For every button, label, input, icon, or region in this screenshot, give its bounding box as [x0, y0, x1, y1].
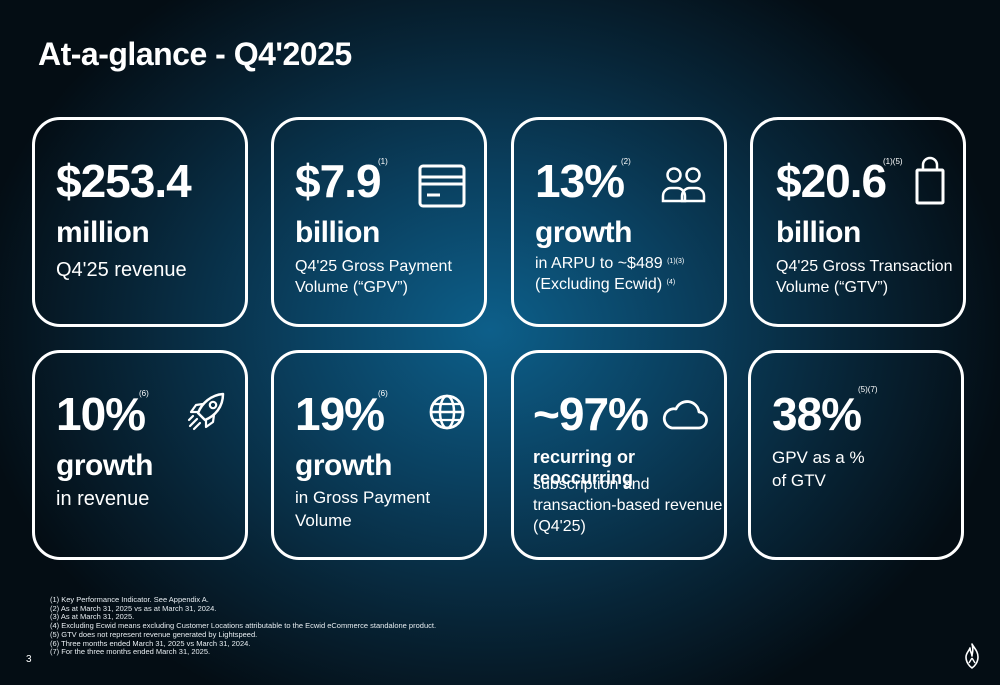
card-footnote-ref: (1) — [378, 157, 388, 166]
card-desc-line2: Volume (“GTV”) — [776, 279, 889, 296]
card-value: ~97% — [533, 388, 649, 440]
footnotes: (1) Key Performance Indicator. See Appen… — [50, 595, 437, 657]
card-unit: billion — [776, 216, 861, 249]
cloud-icon — [660, 395, 708, 431]
card-footnote-ref: (2) — [621, 157, 631, 166]
card-desc-line2: of GTV — [772, 471, 826, 490]
card-gpv: $7.9 (1) billion Q4'25 Gross Payment Vol… — [271, 117, 487, 327]
card-desc-line2: transaction-based revenue — [533, 497, 723, 514]
card-desc: in revenue — [56, 488, 150, 510]
card-desc-line3: (Q4'25) — [533, 518, 586, 535]
card-value: $7.9 — [295, 155, 382, 207]
card-desc-line1: GPV as a % — [772, 448, 865, 467]
card-footnote-ref: (6) — [378, 389, 388, 398]
card-desc-text: in ARPU to ~$489 — [535, 255, 663, 272]
page-number: 3 — [26, 654, 32, 665]
card-unit: billion — [295, 216, 380, 249]
card-arpu: 13% (2) growth in ARPU to ~$489 (1)(3) (… — [511, 117, 727, 327]
card-gtv: $20.6 (1)(5) billion Q4'25 Gross Transac… — [750, 117, 966, 327]
card-desc-line1: Q4'25 Gross Payment — [295, 258, 452, 275]
globe-icon — [428, 393, 466, 431]
users-icon — [660, 166, 706, 204]
card-footnote-ref: (4) — [666, 279, 676, 286]
card-footnote-ref: (5)(7) — [858, 385, 878, 394]
card-value: 13% — [535, 155, 625, 207]
card-unit: growth — [295, 449, 392, 482]
card-desc-text: (Excluding Ecwid) — [535, 276, 663, 293]
card-footnote-ref: (6) — [139, 389, 149, 398]
footnote: (6) Three months ended March 31, 2025 vs… — [50, 638, 251, 648]
card-desc-line1: subscription and — [533, 476, 650, 493]
footnote: (5) GTV does not represent revenue gener… — [50, 629, 258, 639]
card-desc: Q4'25 revenue — [56, 259, 187, 281]
footnote: (7) For the three months ended March 31,… — [50, 647, 211, 657]
card-revenue-growth: 10% (6) growth in revenue — [32, 350, 248, 560]
card-value: $20.6 — [776, 155, 887, 207]
card-desc-line1: Q4'25 Gross Transaction — [776, 258, 953, 275]
card-footnote-ref: (1)(3) — [667, 258, 685, 265]
card-value: 19% — [295, 388, 385, 440]
card-gpv-gtv: 38% (5)(7) GPV as a % of GTV — [748, 350, 964, 560]
footnote: (3) As at March 31, 2025. — [50, 612, 135, 622]
shopping-bag-icon — [914, 156, 946, 206]
card-desc-line1: in ARPU to ~$489 (1)(3) — [535, 253, 684, 274]
card-value: 38% — [772, 388, 862, 440]
footnote: (2) As at March 31, 2025 vs as at March … — [50, 603, 217, 613]
rocket-icon — [187, 391, 227, 435]
card-recurring: ~97% recurring or reoccurring subscripti… — [511, 350, 727, 560]
card-desc-line2: Volume (“GPV”) — [295, 279, 408, 296]
card-unit: recurring or reoccurring — [533, 447, 636, 488]
footnote: (4) Excluding Ecwid means excluding Cust… — [50, 621, 437, 631]
credit-card-icon — [418, 164, 466, 208]
card-unit: growth — [56, 449, 153, 482]
card-unit: growth — [535, 216, 632, 249]
card-unit: million — [56, 216, 150, 249]
footnote: (1) Key Performance Indicator. See Appen… — [50, 595, 209, 604]
card-desc-line2: Volume — [295, 511, 352, 530]
card-revenue: $253.4 million Q4'25 revenue — [32, 117, 248, 327]
card-desc-line2: (Excluding Ecwid) (4) — [535, 274, 675, 295]
lightspeed-flame-logo — [963, 643, 981, 674]
card-desc-line1: in Gross Payment — [295, 488, 431, 507]
card-footnote-ref: (1)(5) — [883, 157, 903, 166]
card-value: 10% — [56, 388, 146, 440]
page-title: At-a-glance - Q4'2025 — [38, 36, 352, 72]
card-gpv-growth: 19% (6) growth in Gross Payment Volume — [271, 350, 487, 560]
card-value: $253.4 — [56, 155, 192, 207]
